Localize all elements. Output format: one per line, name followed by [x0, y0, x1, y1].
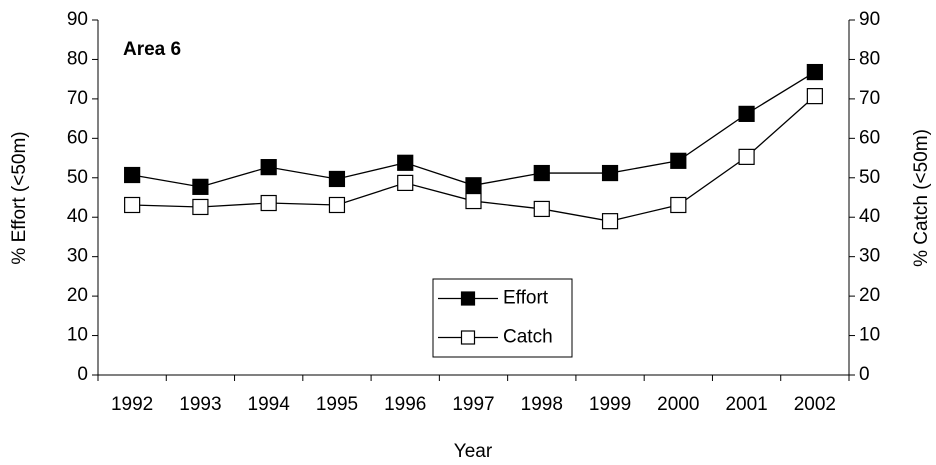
- data-point: [465, 192, 482, 210]
- data-point: [601, 213, 619, 230]
- y-tick-label: 30: [67, 246, 88, 267]
- y2-tick-label: 10: [859, 325, 880, 346]
- x-tick-label: 1994: [248, 394, 291, 415]
- data-point: [533, 164, 550, 182]
- x-tick-label: 1995: [316, 394, 358, 415]
- x-tick-label: 1998: [521, 394, 563, 415]
- x-tick-label: 1993: [179, 394, 221, 415]
- y2-tick-label: 70: [859, 88, 880, 109]
- data-point: [397, 154, 414, 171]
- y-tick-label: 80: [67, 48, 88, 69]
- y-tick-label: 0: [77, 364, 88, 385]
- data-point: [806, 63, 823, 81]
- y2-tick-label: 30: [859, 246, 880, 267]
- x-tick-label: 2001: [725, 394, 767, 415]
- y-tick-label: 20: [67, 285, 88, 306]
- data-point: [601, 164, 619, 182]
- x-tick-label: 1997: [452, 394, 494, 415]
- annotation: Area 6: [123, 39, 181, 60]
- y2-tick-label: 40: [859, 206, 880, 227]
- y-tick-label: 40: [67, 206, 88, 227]
- x-tick-label: 1999: [589, 394, 631, 415]
- data-point: [328, 170, 346, 188]
- data-point: [533, 200, 550, 218]
- legend-marker: [460, 291, 476, 306]
- y2-axis-label: % Catch (<50m): [911, 129, 932, 267]
- data-point: [670, 152, 687, 169]
- series-line: [132, 71, 816, 188]
- data-point: [192, 198, 209, 216]
- y-tick-label: 60: [67, 127, 88, 148]
- x-tick-label: 2000: [657, 394, 699, 415]
- y-tick-label: 10: [67, 325, 88, 346]
- y2-tick-label: 50: [859, 167, 880, 188]
- y2-tick-label: 80: [859, 48, 880, 69]
- data-point: [260, 194, 277, 212]
- y-tick-label: 50: [67, 167, 88, 188]
- y-tick-label: 70: [67, 88, 88, 109]
- legend-label: Catch: [503, 327, 553, 348]
- y2-tick-label: 20: [859, 285, 880, 306]
- data-point: [124, 196, 141, 214]
- data-point: [806, 88, 823, 105]
- data-point: [192, 178, 209, 195]
- legend-label: Effort: [503, 288, 549, 309]
- data-point: [738, 105, 755, 122]
- y2-tick-label: 90: [859, 9, 880, 30]
- x-tick-label: 1992: [111, 394, 153, 415]
- data-point: [465, 177, 482, 194]
- legend-box: [432, 278, 573, 358]
- x-axis-label: Year: [454, 441, 493, 462]
- data-point: [328, 196, 346, 214]
- data-point: [124, 166, 141, 184]
- data-point: [260, 159, 277, 176]
- legend-marker: [460, 330, 476, 345]
- x-tick-label: 1996: [384, 394, 426, 415]
- y2-tick-label: 60: [859, 127, 880, 148]
- x-tick-label: 2002: [794, 394, 836, 415]
- data-point: [738, 148, 755, 165]
- y-tick-label: 90: [67, 9, 88, 30]
- data-point: [670, 196, 687, 214]
- y-axis-label: % Effort (<50m): [9, 131, 30, 264]
- data-point: [397, 174, 414, 192]
- y2-tick-label: 0: [859, 364, 870, 385]
